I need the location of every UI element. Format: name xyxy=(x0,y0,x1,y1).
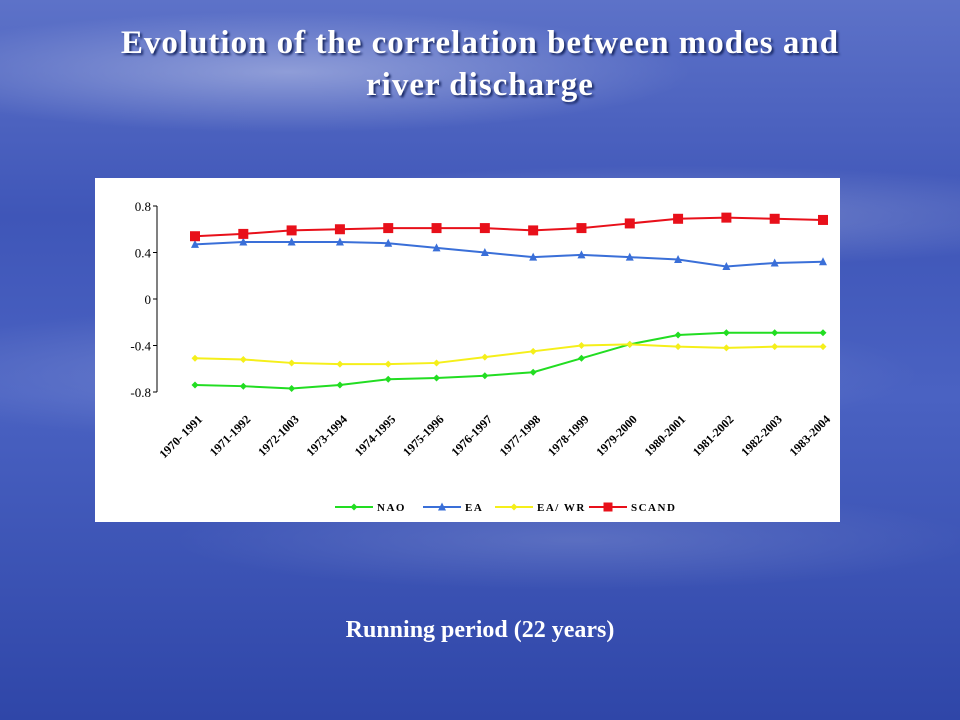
x-tick-label: 1973-1994 xyxy=(303,412,350,459)
data-point-scand xyxy=(769,213,780,224)
data-point-ea xyxy=(432,243,441,252)
series-line-scand xyxy=(194,216,824,238)
data-point-eawr xyxy=(288,359,296,367)
data-point-ea xyxy=(480,248,489,256)
data-point-nao xyxy=(384,375,392,383)
data-point-eawr xyxy=(674,343,682,351)
data-point-ea xyxy=(239,237,248,246)
y-tick-label: 0.4 xyxy=(135,246,152,261)
x-tick-label: 1981-2002 xyxy=(690,412,737,459)
x-tick-label: 1975-1996 xyxy=(400,412,447,459)
data-point-nao xyxy=(577,354,585,362)
data-point-ea xyxy=(335,237,344,246)
data-point-ea xyxy=(770,258,779,267)
y-tick-label: -0.8 xyxy=(130,385,151,400)
data-point-eawr xyxy=(336,360,344,368)
y-tick-label: 0.8 xyxy=(135,199,151,214)
data-point-eawr xyxy=(529,347,537,355)
x-tick-label: 1979-2000 xyxy=(593,412,640,459)
data-point-scand xyxy=(190,231,200,242)
data-point-scand xyxy=(286,225,297,236)
data-point-scand xyxy=(238,228,249,239)
line-chart: 0.8 0.4 0 -0.4 -0.8 1970- 1991 1971-1992 1972-1… xyxy=(130,199,833,514)
data-point-eawr xyxy=(433,359,441,367)
x-tick-label: 1970- 1991 xyxy=(156,412,205,461)
data-point-scand xyxy=(624,218,635,229)
y-tick-label: 0 xyxy=(145,292,152,307)
x-tick-label: 1971-1992 xyxy=(207,412,254,459)
legend-label-eawr: EA/ WR xyxy=(537,502,586,514)
title-line-1: Evolution of the correlation between mod… xyxy=(120,25,840,61)
data-point-scand xyxy=(673,213,684,224)
data-point-scand xyxy=(528,225,539,236)
data-point-eawr xyxy=(771,343,779,351)
data-point-nao xyxy=(481,372,489,380)
legend-label-ea: EA xyxy=(465,502,483,514)
data-point-ea xyxy=(722,261,731,270)
data-point-nao xyxy=(674,331,682,339)
x-tick-label: 1978-1999 xyxy=(545,412,592,459)
data-point-nao xyxy=(288,385,296,393)
x-tick-label: 1976-1997 xyxy=(448,412,495,459)
legend-marker-eawr xyxy=(510,503,518,511)
data-point-ea xyxy=(577,250,586,259)
data-point-ea xyxy=(287,237,296,246)
legend-label-nao: NAO xyxy=(377,502,406,514)
data-point-nao xyxy=(336,381,344,389)
data-point-eawr xyxy=(722,344,730,352)
title-line-2: river discharge xyxy=(366,67,594,103)
legend-marker-nao xyxy=(350,503,358,511)
series-line-eawr xyxy=(194,343,823,366)
data-point-ea xyxy=(191,239,199,248)
data-point-scand xyxy=(431,223,442,234)
x-tick-label: 1980-2001 xyxy=(642,412,689,459)
x-tick-label: 1982-2003 xyxy=(738,412,785,459)
legend-label-scand: SCAND xyxy=(631,502,676,514)
data-point-nao xyxy=(722,329,730,337)
data-point-eawr xyxy=(577,342,585,349)
chart-panel: 0.8 0.4 0 -0.4 -0.8 1970- 1991 1971-1992 1972-1… xyxy=(95,178,840,522)
data-point-ea xyxy=(625,252,634,261)
data-point-eawr xyxy=(384,360,392,368)
data-point-scand xyxy=(479,223,490,234)
data-point-nao xyxy=(771,329,779,337)
data-point-ea xyxy=(819,257,827,266)
legend-marker-ea xyxy=(438,502,446,511)
y-tick-label: -0.4 xyxy=(130,339,151,354)
data-point-nao xyxy=(819,329,827,337)
running-period-caption: Running period (22 years) xyxy=(345,617,615,643)
data-point-nao xyxy=(529,368,537,376)
data-point-scand xyxy=(818,214,828,225)
data-point-ea xyxy=(384,238,393,247)
data-point-scand xyxy=(334,224,345,235)
data-point-ea xyxy=(674,254,683,263)
series-line-nao xyxy=(194,331,823,390)
slide-title: Evolution of the correlation between mod… xyxy=(80,22,880,106)
data-point-eawr xyxy=(191,354,199,362)
x-tick-label: 1972-1003 xyxy=(255,412,302,459)
data-point-nao xyxy=(191,381,199,389)
data-point-eawr xyxy=(819,343,827,351)
legend-marker-scand xyxy=(603,502,613,512)
data-point-eawr xyxy=(481,353,489,361)
data-point-eawr xyxy=(239,355,247,363)
series-line-ea xyxy=(194,241,824,268)
data-point-nao xyxy=(433,374,441,382)
x-tick-label: 1983-2004 xyxy=(786,412,833,459)
data-point-scand xyxy=(383,223,394,234)
data-point-ea xyxy=(529,252,538,261)
data-point-eawr xyxy=(626,340,634,348)
data-point-nao xyxy=(239,382,247,390)
x-tick-label: 1974-1995 xyxy=(352,412,399,459)
data-point-scand xyxy=(721,212,732,223)
data-point-scand xyxy=(576,223,587,234)
x-tick-label: 1977-1998 xyxy=(497,412,544,459)
